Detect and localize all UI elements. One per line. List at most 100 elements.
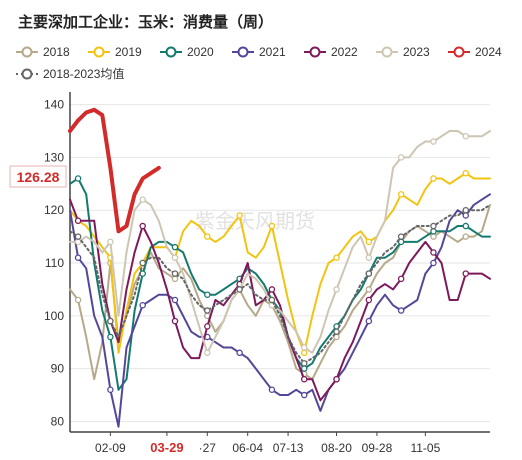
data-point-2021-38 [365,317,373,325]
x-tick-label-06-04: 06-04 [232,441,263,455]
data-point-2022-18 [204,323,211,330]
data-point-2021-2 [74,254,82,261]
data-point-2018-38 [365,286,373,293]
data-point-2021-14 [171,296,179,304]
data-point-2020-2 [74,175,82,182]
data-point-2023-6 [107,238,114,246]
data-point-2018-2023-30 [300,360,308,367]
data-point-2018-2023-38 [365,270,373,277]
callout-box [9,165,67,188]
data-point-2019-18 [204,233,211,240]
data-point-2018-2023-2 [74,233,82,240]
data-point-2022-14 [171,317,179,325]
data-point-2021-10 [139,301,146,309]
data-point-2023-46 [430,138,437,145]
data-point-2018-46 [430,233,437,240]
legend-swatch-marker-2020 [165,46,177,58]
axes: 80 90 100 110 120 130 140 02-09 03-29 ·27 06-04 07-… [44,92,490,455]
data-point-2018-2023-22 [236,286,243,293]
y-tick-label-140: 140 [44,98,64,112]
data-point-2018-50 [462,233,470,240]
x-tick-label-07-13: 07-13 [273,441,304,455]
data-point-2018-2023-50 [462,206,470,214]
legend-swatch-marker-2019 [93,46,105,58]
x-tick-label-11-05: 11-05 [410,441,440,455]
chart-title: 主要深加工企业：玉米：消费量（周） [18,13,273,31]
legend-label-2024: 2024 [475,45,502,59]
data-point-2019-42 [397,191,405,198]
legend-label-2021: 2021 [259,45,286,59]
series-2018-2023 [69,203,491,367]
legend-label-2022: 2022 [331,45,358,59]
series-line-2019 [69,172,491,354]
data-point-2019-26 [268,222,276,230]
series-line-2022 [69,198,491,402]
x-tick-label-08-20: 08-20 [321,441,352,455]
series-line-2021 [69,193,491,428]
data-point-2022-34 [333,375,340,383]
latest-value-callout: 126.28 [9,165,67,188]
data-point-2023-2 [74,238,82,246]
data-point-2023-34 [333,286,340,293]
data-point-2023-38 [365,254,373,261]
data-point-2018-2023-14 [171,270,179,277]
legend-swatch-marker-2024 [453,46,465,58]
callout-value: 126.28 [17,169,60,185]
data-point-2022-2 [74,217,82,224]
x-tick-label-02-09: 02-09 [95,441,126,455]
data-point-2018-2023-34 [333,328,340,335]
data-point-2021-6 [107,386,114,393]
x-tick-label-03-29: 03-29 [150,440,183,455]
data-point-2021-26 [268,386,276,393]
data-point-2019-38 [365,238,373,246]
data-point-2019-50 [462,169,470,177]
data-point-2022-26 [268,286,276,293]
data-point-2021-22 [236,349,243,357]
data-point-2020-30 [300,365,308,372]
data-point-2022-50 [462,270,470,277]
x-tick-label-27: ·27 [199,441,217,455]
data-point-2019-46 [430,175,437,182]
data-point-2018-2 [74,296,82,304]
data-point-2023-10 [139,196,146,203]
watermark-text: 紫金天风期货 [195,209,315,233]
data-point-2022-46 [430,249,437,256]
data-point-2018-2023-46 [430,222,437,230]
data-point-2019-22 [236,212,243,219]
data-point-2018-2023-6 [107,317,114,325]
data-point-2019-30 [300,349,308,357]
series-2021 [69,193,491,428]
data-point-2018-14 [171,275,179,283]
data-point-2022-10 [139,222,146,230]
data-point-2021-46 [430,259,437,267]
legend-swatch-marker-2023 [381,46,393,58]
series-line-2024 [68,107,161,234]
data-point-2022-38 [365,296,373,304]
legend-swatch-marker-2021 [237,46,249,58]
data-point-2021-42 [397,307,405,314]
data-point-2021-30 [300,391,308,399]
series-2023 [69,130,491,357]
y-tick-label-110: 110 [45,256,64,270]
legend-swatch-marker-2018-2023 [21,68,33,80]
data-point-2023-30 [300,344,308,351]
series-lines [68,107,491,428]
data-point-2020-14 [171,243,179,251]
data-point-2019-34 [333,254,340,261]
data-point-2020-46 [430,228,437,235]
data-point-2020-18 [204,291,211,298]
y-tick-label-120: 120 [44,203,64,217]
legend-label-2019: 2019 [115,45,142,59]
data-point-2018-2023-26 [268,296,276,304]
series-line-2018-2023 [69,203,491,365]
y-tick-label-80: 80 [51,414,65,428]
legend-label-2023: 2023 [403,45,430,59]
legend-label-2020: 2020 [187,45,214,59]
legend-label-2018-2023: 2018-2023均值 [43,66,124,81]
data-point-2021-50 [462,212,470,219]
y-tick-label-130: 130 [44,150,64,164]
data-point-2022-42 [397,275,405,283]
y-tick-label-90: 90 [51,362,65,376]
